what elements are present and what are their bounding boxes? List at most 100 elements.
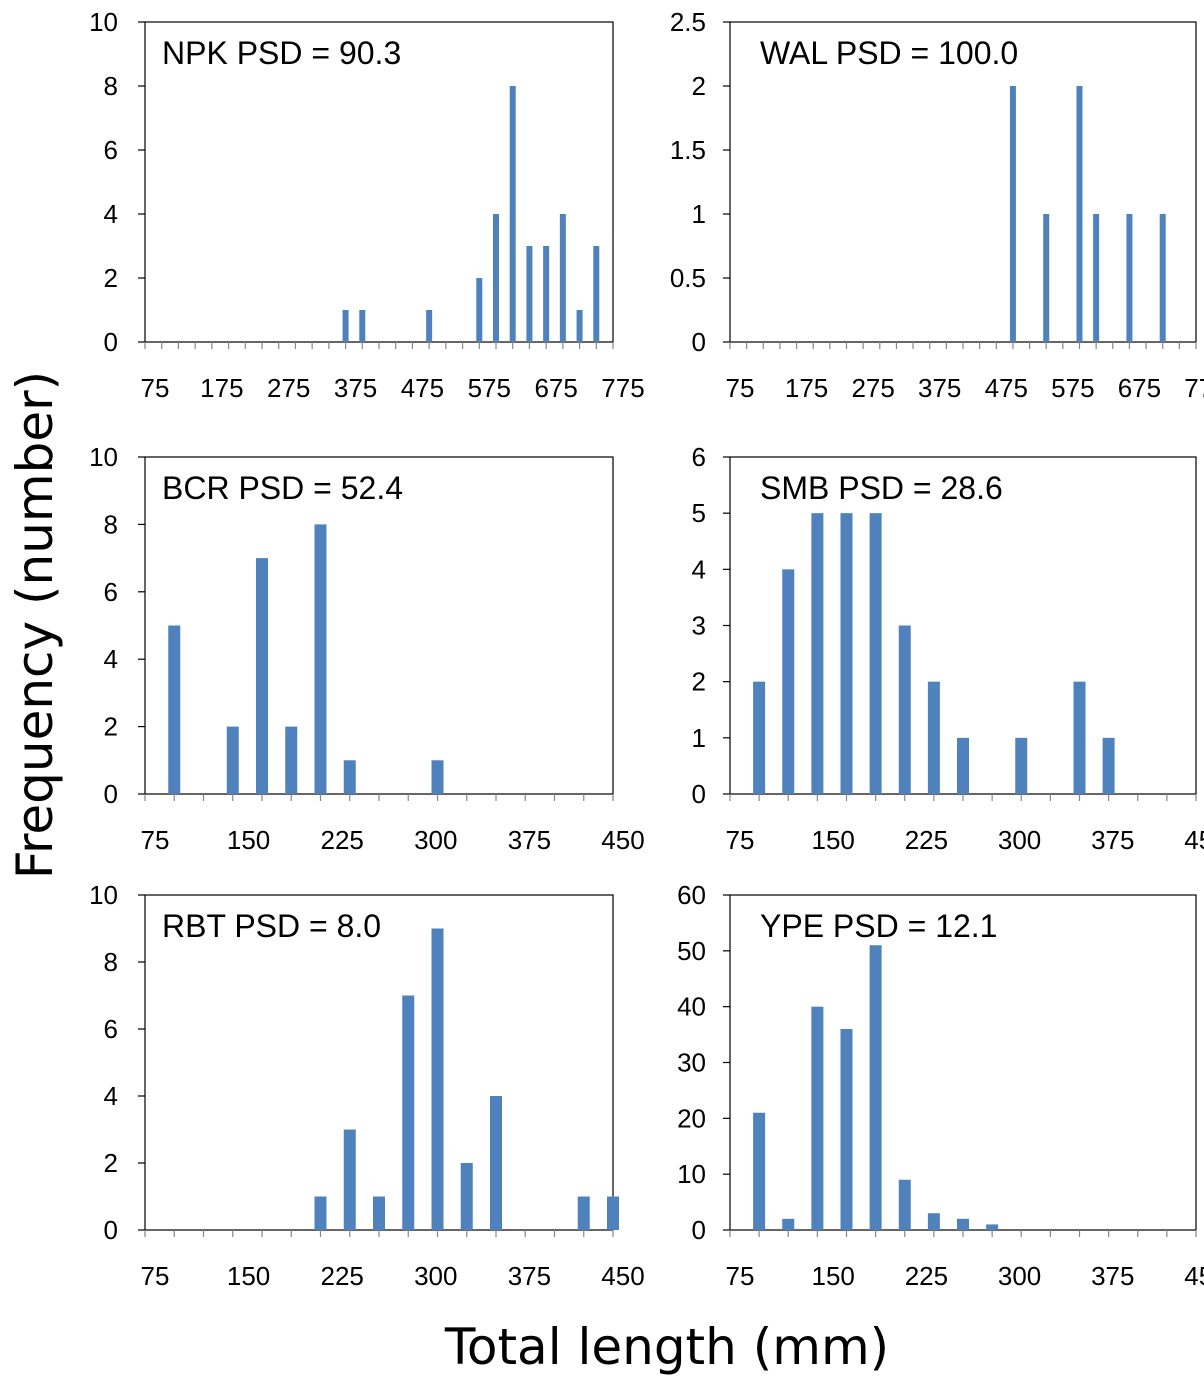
bar — [753, 1112, 766, 1230]
bar — [840, 1029, 853, 1230]
x-tick-label: 450 — [601, 825, 644, 855]
bar — [1102, 737, 1115, 794]
x-tick-label: 75 — [141, 373, 170, 403]
bar — [1159, 214, 1166, 342]
y-tick-label: 0 — [692, 1215, 706, 1245]
y-tick-label: 10 — [89, 880, 118, 910]
bar — [1076, 86, 1083, 342]
bar — [1126, 214, 1133, 342]
panel-title: BCR PSD = 52.4 — [162, 470, 403, 506]
x-tick-label: 300 — [414, 1261, 457, 1291]
bar — [426, 310, 433, 342]
y-tick-label: 0 — [104, 1215, 118, 1245]
x-tick-label: 675 — [1118, 373, 1161, 403]
x-tick-label: 75 — [726, 825, 755, 855]
bar — [168, 625, 181, 794]
bar — [577, 1196, 590, 1230]
bar — [373, 1196, 385, 1230]
y-tick-label: 0.5 — [670, 263, 706, 293]
bar — [359, 310, 366, 342]
bar — [782, 1218, 795, 1230]
y-tick-label: 1.5 — [670, 135, 706, 165]
y-tick-label: 2 — [104, 712, 118, 742]
bar — [869, 513, 882, 794]
x-tick-label: 475 — [985, 373, 1028, 403]
x-tick-label: 375 — [1091, 1261, 1134, 1291]
y-tick-label: 2 — [104, 1148, 118, 1178]
y-tick-label: 0 — [104, 779, 118, 809]
panel-rbt: 0 2 4 6 8 10 75 150 225 300 375 450 RBT PSD = 8.0 — [89, 880, 645, 1291]
bar — [607, 1196, 619, 1230]
y-tick-label: 2 — [692, 71, 706, 101]
bar — [526, 246, 533, 342]
x-tick-label: 225 — [905, 1261, 948, 1291]
bar — [957, 737, 969, 794]
x-tick-label: 475 — [401, 373, 444, 403]
plot-frame — [144, 456, 614, 795]
panel-smb: 0 1 2 3 4 5 6 75 150 225 300 375 450 SMB PSD = 28.6 — [692, 442, 1204, 855]
bar — [869, 945, 882, 1230]
bar — [1093, 214, 1100, 342]
plot-frame — [144, 894, 614, 1231]
bar — [343, 1129, 356, 1230]
y-tick-label: 0 — [692, 327, 706, 357]
bar — [811, 1006, 824, 1230]
y-tick-label: 8 — [104, 71, 118, 101]
bar — [782, 569, 795, 794]
bar — [753, 681, 766, 794]
panel-bcr: 0 2 4 6 8 10 75 150 225 300 375 450 BCR PSD = 52.4 — [89, 442, 645, 855]
y-tick-label: 50 — [677, 936, 706, 966]
y-tick-label: 2 — [104, 263, 118, 293]
bar — [493, 214, 499, 342]
y-tick-label: 10 — [89, 7, 118, 37]
x-tick-label: 75 — [141, 825, 170, 855]
bar — [957, 1218, 969, 1230]
y-tick-label: 30 — [677, 1048, 706, 1078]
bar — [576, 310, 583, 342]
y-tick-label: 6 — [104, 577, 118, 607]
bar — [490, 1096, 502, 1230]
bar — [314, 1196, 327, 1230]
y-tick-label: 6 — [104, 135, 118, 165]
panel-npk: 0 2 4 6 8 10 75 175 275 375 475 575 675 775 NPK PSD = … — [89, 7, 645, 403]
y-tick-label: 6 — [104, 1014, 118, 1044]
x-tick-label: 375 — [334, 373, 377, 403]
x-tick-label: 450 — [1184, 825, 1204, 855]
y-tick-label: 40 — [677, 992, 706, 1022]
y-tick-label: 1 — [692, 723, 706, 753]
y-tick-label: 2.5 — [670, 7, 706, 37]
x-tick-label: 450 — [1184, 1261, 1204, 1291]
x-tick-label: 375 — [918, 373, 961, 403]
y-tick-label: 2 — [692, 667, 706, 697]
x-tick-label: 150 — [227, 825, 270, 855]
y-tick-label: 4 — [692, 554, 706, 584]
y-tick-label: 60 — [677, 880, 706, 910]
bar — [1015, 737, 1028, 794]
x-tick-label: 225 — [321, 825, 364, 855]
bar — [986, 1224, 999, 1230]
y-tick-label: 0 — [692, 779, 706, 809]
panel-title: YPE PSD = 12.1 — [760, 908, 997, 944]
y-tick-label: 4 — [104, 199, 118, 229]
y-tick-label: 10 — [89, 442, 118, 472]
bar — [226, 726, 239, 794]
y-tick-label: 0 — [104, 327, 118, 357]
bar — [543, 246, 550, 342]
x-tick-label: 75 — [726, 373, 755, 403]
panel-title: RBT PSD = 8.0 — [162, 908, 381, 944]
y-tick-label: 20 — [677, 1103, 706, 1133]
y-tick-label: 6 — [692, 442, 706, 472]
x-tick-label: 275 — [851, 373, 894, 403]
plot-frame — [144, 21, 614, 343]
x-tick-label: 575 — [468, 373, 511, 403]
bar — [509, 86, 516, 342]
y-tick-label: 5 — [692, 498, 706, 528]
bar — [476, 278, 483, 342]
panel-ype: 0 10 20 30 40 50 60 75 150 225 300 375 450 YPE PSD = … — [677, 880, 1204, 1291]
y-tick-label: 8 — [104, 509, 118, 539]
y-tick-label: 8 — [104, 947, 118, 977]
x-tick-label: 450 — [601, 1261, 644, 1291]
x-tick-label: 150 — [812, 825, 855, 855]
x-tick-label: 225 — [905, 825, 948, 855]
